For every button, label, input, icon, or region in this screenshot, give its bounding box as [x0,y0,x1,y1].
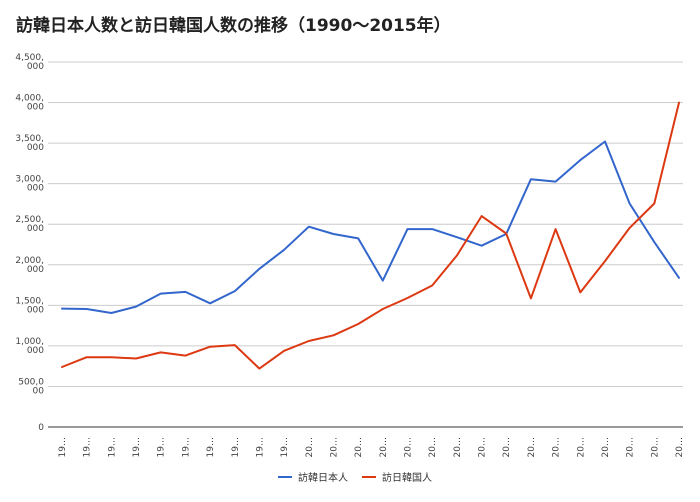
x-tick-label: 20… [428,437,438,457]
legend-label: 訪韓日本人 [298,471,348,484]
gridlines [48,61,683,428]
x-tick-label: 20… [601,437,611,457]
x-tick-label: 20… [379,437,389,457]
x-tick-label: 20… [576,437,586,457]
x-tick-label: 20… [502,437,512,457]
legend-label: 訪日韓国人 [382,471,432,484]
x-tick-label: 19… [206,437,216,457]
y-tick-label: 1,500, 000 [15,296,44,315]
y-tick-label: 4,000, 000 [15,94,44,113]
series-line-1 [61,101,680,370]
y-tick-label: 2,000, 000 [15,256,44,275]
x-tick-label: 19… [83,437,93,457]
y-tick-label: 4,500, 000 [15,53,44,72]
x-tick-label: 20… [305,437,315,457]
x-tick-label: 20… [404,437,414,457]
x-tick-label: 20… [527,437,537,457]
legend: 訪韓日本人 訪日韓国人 [278,471,432,484]
x-tick-label: 20… [354,437,364,457]
x-tick-label: 19… [157,437,167,457]
x-tick-label: 19… [255,437,265,457]
x-tick-label: 20… [552,437,562,457]
y-axis-ticks: 0 500,0 00 1,000, 000 1,500, 000 2,000, 000 2,500… [15,53,44,433]
x-tick-label: 19… [231,437,241,457]
x-tick-label: 19… [132,437,142,457]
x-axis-ticks: 19… 19… 19… 19… 19… 19… 19… 19… 19… 19… 20… 20… 20… 2… [58,437,685,457]
chart-title: 訪韓日本人数と訪日韓国人数の推移（1990〜2015年） [16,16,451,36]
x-tick-label: 19… [107,437,117,457]
y-tick-label: 3,000, 000 [15,175,44,194]
x-tick-label: 19… [58,437,68,457]
x-tick-label: 20… [453,437,463,457]
y-tick-label: 0 [38,423,44,433]
x-tick-label: 19… [280,437,290,457]
x-tick-label: 19… [181,437,191,457]
x-tick-label: 20… [478,437,488,457]
y-tick-label: 3,500, 000 [15,134,44,153]
x-tick-label: 20… [675,437,685,457]
x-tick-label: 20… [329,437,339,457]
y-tick-label: 2,500, 000 [15,215,44,234]
y-tick-label: 500,0 00 [18,377,44,396]
y-tick-label: 1,000, 000 [15,337,44,356]
x-tick-label: 20… [650,437,660,457]
series-line-0 [61,140,680,314]
series-lines [61,101,680,370]
x-tick-label: 20… [626,437,636,457]
